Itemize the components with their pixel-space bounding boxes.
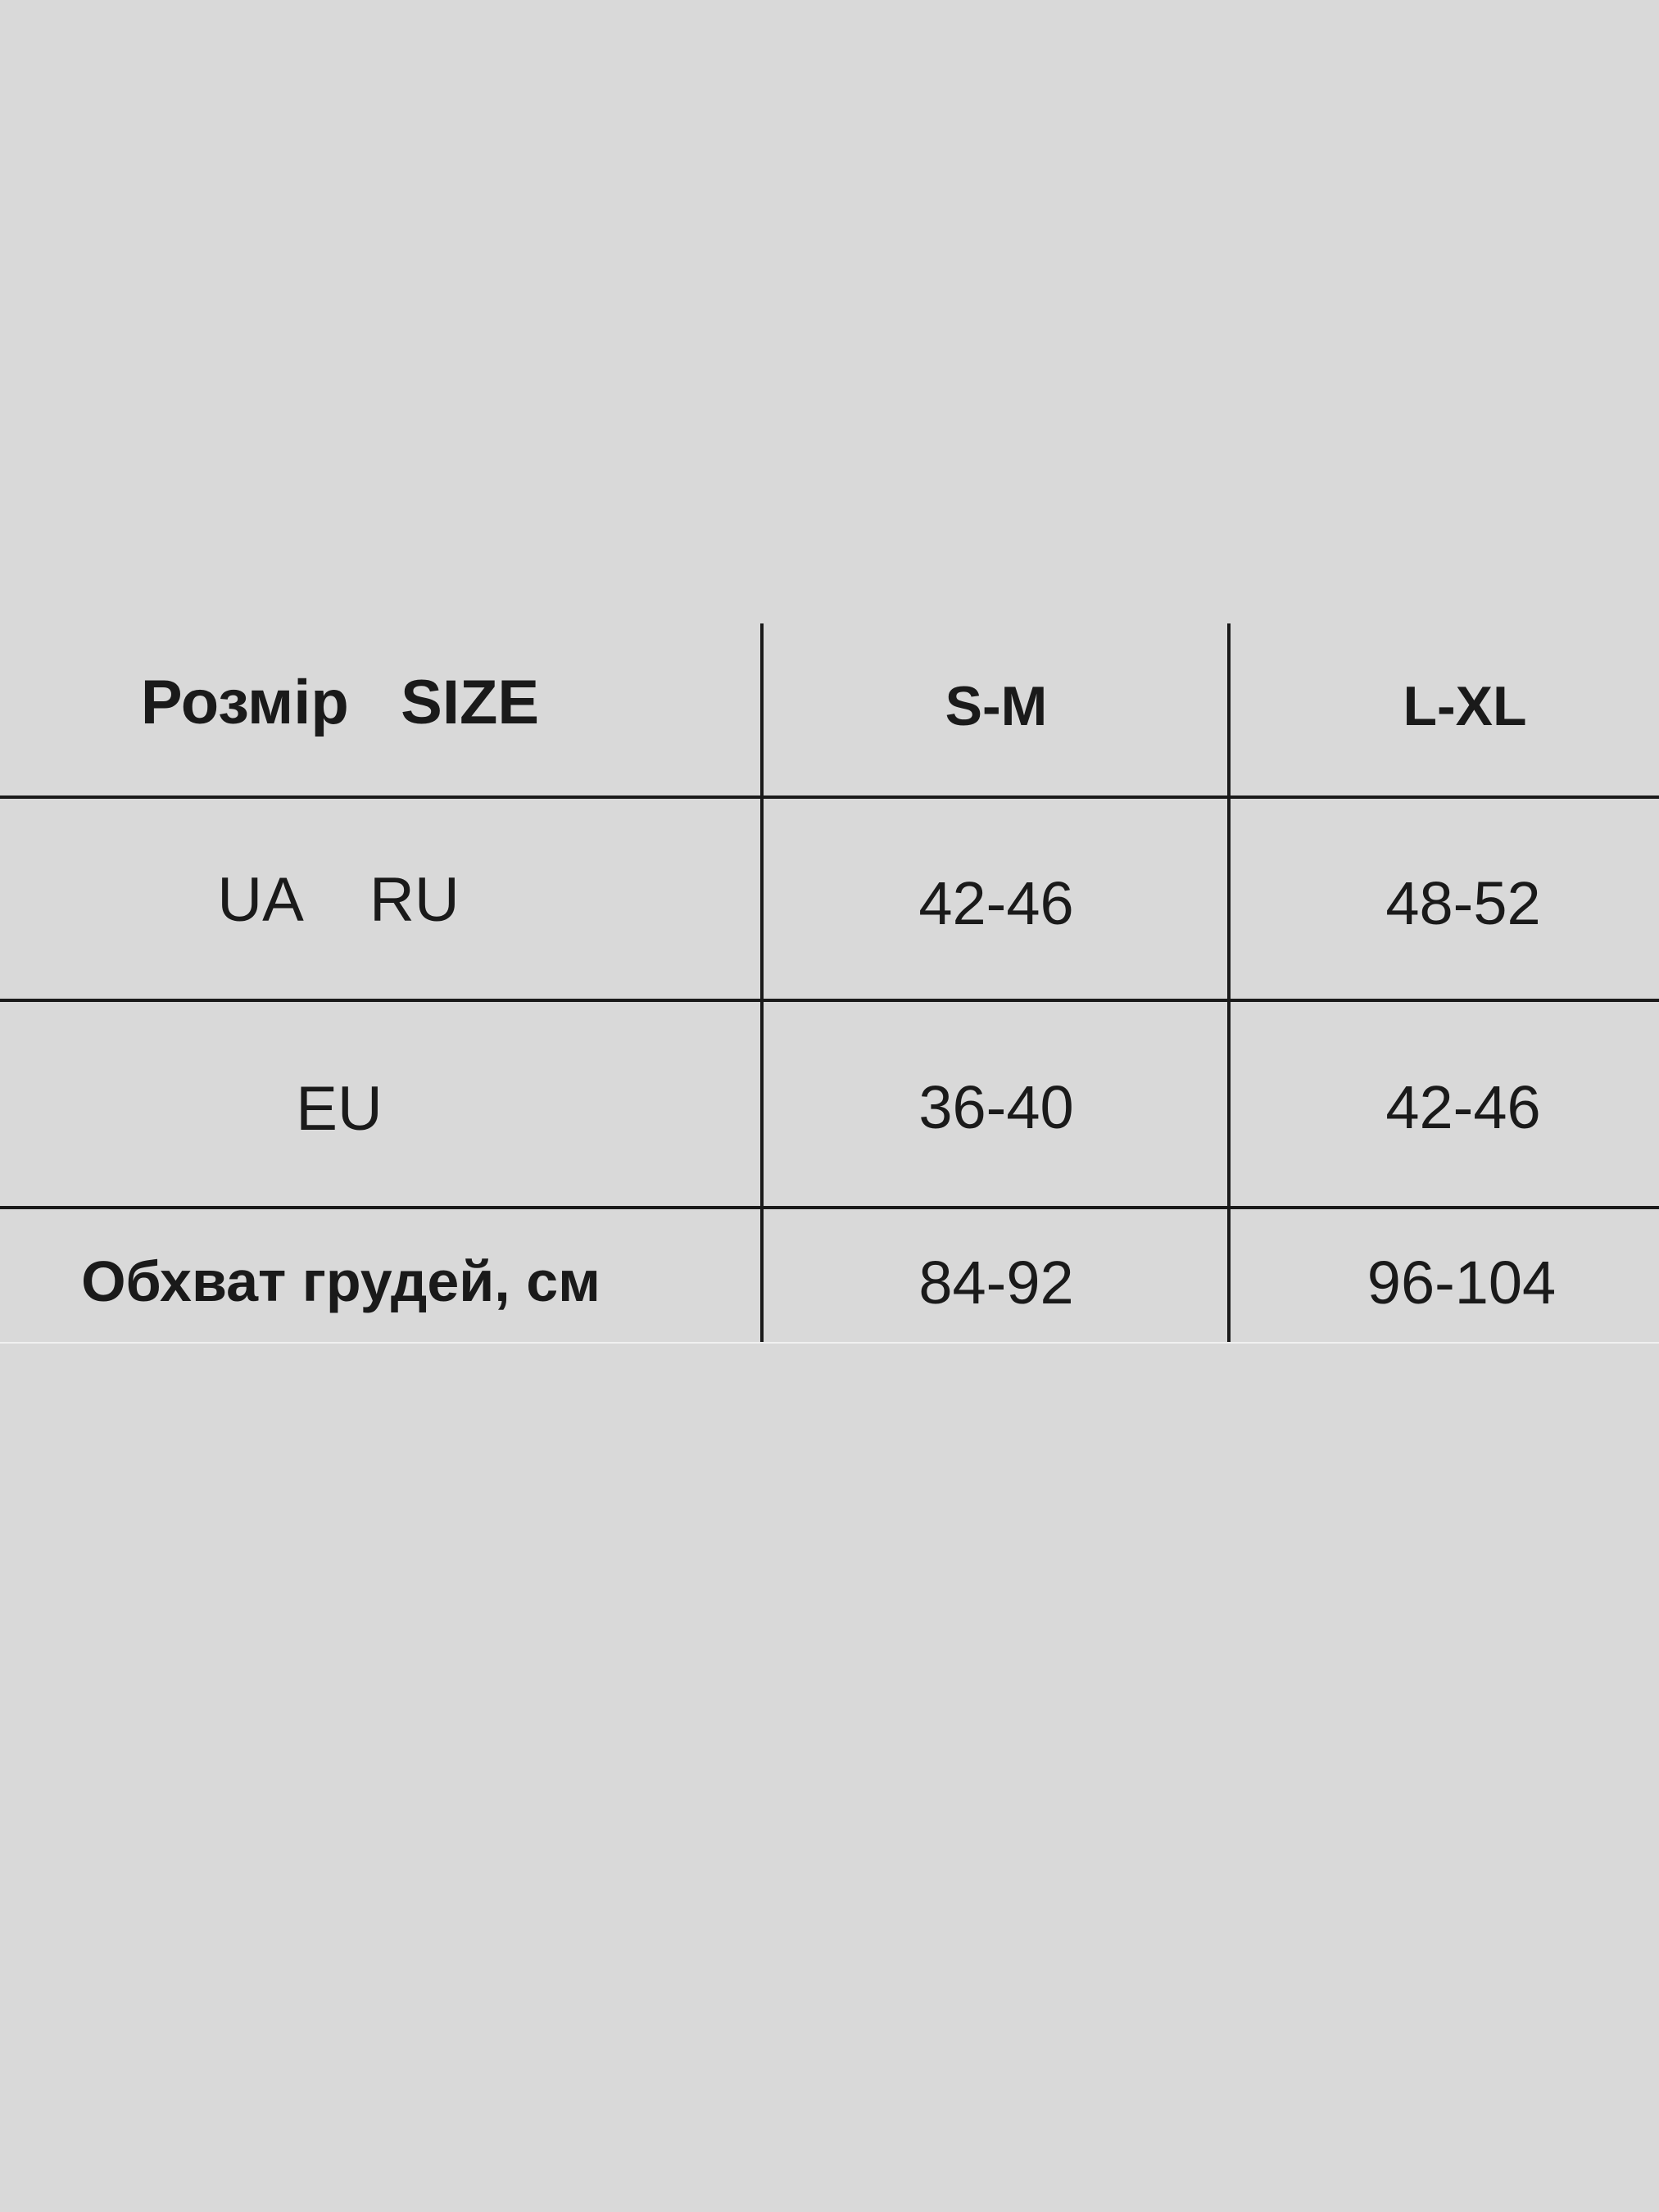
row-label-eu: EU bbox=[296, 1074, 383, 1144]
header-size-label: Розмір SIZE bbox=[140, 668, 540, 737]
row-divider bbox=[0, 796, 1659, 799]
header-s-m: S-M bbox=[945, 675, 1048, 737]
table-bottom-edge bbox=[0, 1342, 1659, 1344]
cell-l-xl: 48-52 bbox=[1385, 869, 1541, 937]
header-l-xl: L-XL bbox=[1403, 675, 1527, 737]
cell-s-m: 84-92 bbox=[918, 1249, 1074, 1317]
cell-l-xl: 96-104 bbox=[1367, 1249, 1557, 1317]
cell-s-m: 36-40 bbox=[918, 1073, 1074, 1141]
row-divider bbox=[0, 1206, 1659, 1209]
cell-l-xl: 42-46 bbox=[1385, 1073, 1541, 1141]
column-divider bbox=[1227, 623, 1231, 1343]
cell-s-m: 42-46 bbox=[918, 869, 1074, 937]
row-divider bbox=[0, 999, 1659, 1002]
column-divider bbox=[760, 623, 764, 1343]
row-label-ua-ru: UA RU bbox=[217, 865, 460, 935]
row-label-bust: Обхват грудей, см bbox=[81, 1249, 601, 1313]
